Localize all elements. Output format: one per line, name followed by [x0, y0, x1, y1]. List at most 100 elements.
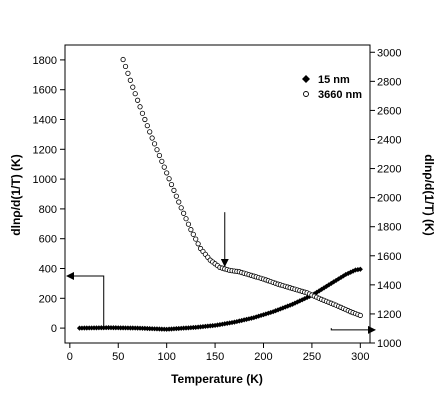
legend: 15 nm 3660 nm — [302, 74, 362, 101]
point-15nm — [357, 266, 363, 272]
point-15nm — [316, 288, 322, 294]
point-15nm — [248, 315, 254, 321]
point-3660nm — [195, 241, 201, 247]
left-tick-label: 0 — [51, 323, 57, 335]
point-15nm — [205, 323, 211, 329]
right-tick-label: 1400 — [377, 280, 401, 292]
annotations — [66, 212, 376, 334]
point-15nm — [241, 317, 247, 323]
point-3660nm — [130, 84, 136, 90]
point-3660nm — [122, 63, 129, 70]
right-tick-label: 1600 — [377, 251, 401, 263]
point-15nm — [333, 277, 339, 284]
left-tick-label: 400 — [39, 264, 57, 276]
x-tick-label: 100 — [157, 351, 175, 363]
x-tick-label: 150 — [206, 351, 224, 363]
point-3660nm — [132, 91, 138, 97]
point-15nm — [210, 323, 216, 329]
right-tick-label: 2600 — [377, 105, 401, 117]
point-15nm — [297, 298, 303, 304]
point-3660nm — [168, 181, 175, 188]
right-tick-label: 2400 — [377, 134, 401, 146]
legend-label-3660nm: 3660 nm — [318, 89, 362, 101]
point-15nm — [326, 282, 332, 288]
point-3660nm — [137, 104, 143, 110]
point-15nm — [294, 299, 300, 305]
point-3660nm — [171, 187, 177, 193]
point-3660nm — [173, 193, 179, 199]
point-3660nm — [176, 199, 182, 205]
x-tick-label: 50 — [112, 351, 124, 363]
point-3660nm — [149, 135, 155, 141]
point-15nm — [200, 324, 206, 330]
point-3660nm — [161, 164, 167, 170]
point-15nm — [246, 316, 252, 322]
left-tick-label: 1400 — [33, 115, 57, 127]
left-axis-title: dlnρ/d(1/T) (K) — [9, 154, 23, 235]
right-tick-label: 1800 — [377, 222, 401, 234]
point-15nm — [231, 319, 238, 325]
right-axis-title: dlnρ/d(1/T) (K) — [422, 154, 436, 235]
point-3660nm — [166, 176, 172, 182]
point-15nm — [212, 322, 218, 329]
point-15nm — [207, 323, 213, 329]
point-15nm — [302, 296, 308, 302]
point-3660nm — [144, 123, 150, 129]
x-tick-label: 0 — [67, 351, 73, 363]
point-3660nm — [135, 97, 141, 103]
point-15nm — [197, 324, 204, 330]
point-15nm — [348, 269, 354, 275]
x-tick-label: 200 — [254, 351, 272, 363]
point-15nm — [265, 310, 271, 316]
point-15nm — [202, 323, 208, 329]
point-3660nm — [181, 210, 187, 216]
point-15nm — [193, 324, 199, 330]
point-15nm — [280, 305, 286, 311]
point-15nm — [219, 321, 225, 327]
legend-marker-3660nm — [303, 91, 309, 97]
point-3660nm — [142, 116, 148, 123]
right-tick-label: 2200 — [377, 164, 401, 176]
point-15nm — [217, 321, 223, 328]
right-tick-label: 2000 — [377, 193, 401, 205]
left-tick-label: 600 — [39, 234, 57, 246]
right-axis-ticks: 1000 1200 1400 1600 1800 2000 2200 2400 2600 2800… — [370, 47, 401, 350]
right-tick-label: 1000 — [377, 338, 401, 350]
point-3660nm — [159, 158, 165, 164]
series-3660nm — [120, 56, 363, 318]
point-15nm — [343, 271, 349, 278]
point-3660nm — [154, 147, 160, 153]
point-3660nm — [178, 205, 184, 211]
point-3660nm — [151, 141, 158, 147]
point-3660nm — [357, 312, 363, 318]
left-axis-ticks: 0 200 400 600 800 1000 1200 1400 1600 1800 — [33, 55, 65, 335]
point-3660nm — [127, 77, 133, 83]
point-3660nm — [139, 110, 146, 116]
point-3660nm — [125, 70, 131, 76]
point-3660nm — [164, 170, 170, 176]
point-3660nm — [120, 56, 126, 63]
point-3660nm — [193, 236, 199, 242]
left-tick-label: 1000 — [33, 174, 57, 186]
point-15nm — [350, 268, 356, 274]
point-15nm — [289, 301, 296, 307]
point-15nm — [340, 273, 346, 279]
point-3660nm — [156, 152, 163, 159]
x-tick-label: 250 — [303, 351, 321, 363]
point-15nm — [236, 318, 242, 324]
left-tick-label: 1200 — [33, 144, 57, 156]
left-axis-pointer — [66, 271, 105, 329]
point-15nm — [251, 315, 257, 321]
point-15nm — [227, 320, 233, 326]
x-axis-title: Temperature (K) — [171, 372, 263, 386]
left-tick-label: 200 — [39, 293, 57, 305]
left-tick-label: 1600 — [33, 85, 57, 97]
left-tick-label: 800 — [39, 204, 57, 216]
x-tick-label: 300 — [351, 351, 369, 363]
right-tick-label: 1200 — [377, 309, 401, 321]
point-3660nm — [188, 227, 194, 233]
point-3660nm — [183, 216, 189, 222]
legend-marker-15nm — [302, 75, 310, 83]
point-3660nm — [190, 231, 196, 237]
